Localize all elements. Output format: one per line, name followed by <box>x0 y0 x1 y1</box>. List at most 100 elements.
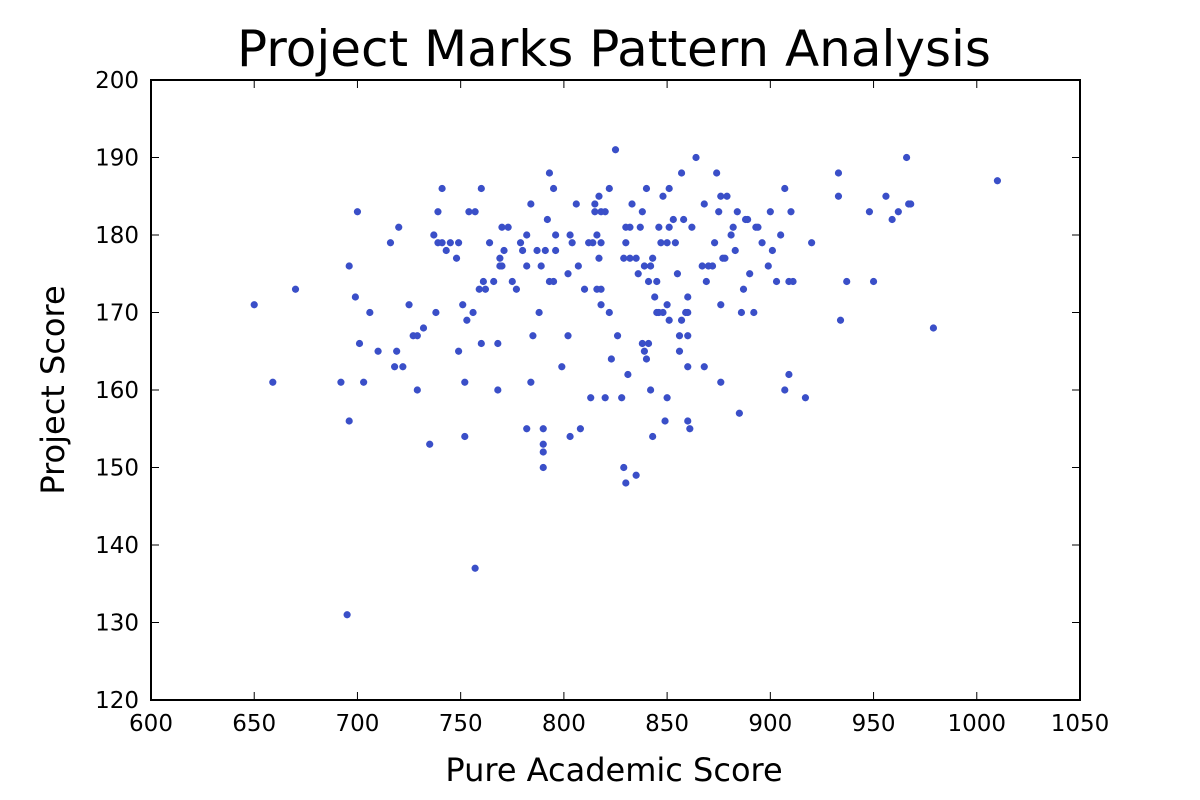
data-point <box>516 239 525 247</box>
data-point <box>661 417 669 425</box>
data-point <box>644 277 653 286</box>
data-point <box>907 200 915 208</box>
x-tick-label: 900 <box>748 711 792 737</box>
y-tick-label: 190 <box>95 146 139 172</box>
y-tick-label: 150 <box>95 456 139 482</box>
x-tick-label: 1050 <box>1051 711 1110 737</box>
data-point <box>552 246 560 255</box>
data-point <box>764 262 772 270</box>
data-point <box>455 347 463 355</box>
data-point <box>843 277 851 286</box>
data-point <box>727 231 735 239</box>
data-point <box>508 277 516 286</box>
data-point <box>715 208 723 216</box>
y-tick-label: 120 <box>95 688 139 714</box>
data-point <box>343 611 351 619</box>
data-point <box>566 432 574 441</box>
data-point <box>675 347 684 355</box>
data-point <box>651 293 659 301</box>
data-point <box>632 471 640 479</box>
data-point <box>595 192 603 200</box>
data-point <box>519 246 527 255</box>
data-point <box>785 370 793 379</box>
x-tick-label: 700 <box>335 711 379 737</box>
data-point <box>572 200 580 208</box>
data-point <box>545 169 554 177</box>
data-point <box>463 316 471 324</box>
data-point <box>710 239 719 247</box>
data-point <box>688 223 696 231</box>
data-point <box>723 192 731 200</box>
data-point <box>605 184 613 193</box>
data-point <box>669 215 677 224</box>
y-tick-label: 200 <box>95 68 139 94</box>
data-point <box>405 301 413 309</box>
data-point <box>663 394 671 402</box>
data-point <box>739 285 748 293</box>
data-points <box>250 146 1002 619</box>
data-point <box>593 231 601 239</box>
data-point <box>882 192 890 200</box>
x-axis-label: Pure Academic Score <box>445 751 782 789</box>
data-point <box>865 208 874 216</box>
data-point <box>469 308 477 317</box>
data-point <box>455 239 463 247</box>
data-point <box>993 177 1002 185</box>
data-point <box>744 215 752 224</box>
data-point <box>684 363 692 371</box>
data-point <box>836 316 845 324</box>
data-point <box>291 285 300 293</box>
data-point <box>636 223 644 231</box>
data-point <box>644 339 653 348</box>
data-point <box>607 355 615 363</box>
data-point <box>498 223 506 231</box>
data-point <box>675 332 684 340</box>
data-point <box>438 184 446 193</box>
y-tick-label: 130 <box>95 611 139 637</box>
data-point <box>523 231 531 239</box>
data-point <box>628 200 636 208</box>
data-point <box>632 254 640 262</box>
data-point <box>665 184 673 193</box>
y-tick-label: 170 <box>95 301 139 327</box>
data-point <box>684 308 692 317</box>
x-tick-label: 1000 <box>948 711 1007 737</box>
data-point <box>360 378 368 386</box>
data-point <box>665 223 673 231</box>
data-point <box>591 200 599 208</box>
data-point <box>708 262 717 270</box>
data-point <box>494 339 502 348</box>
data-point <box>649 254 657 262</box>
data-point <box>605 308 613 317</box>
data-point <box>589 239 597 247</box>
data-point <box>735 409 743 417</box>
data-point <box>684 332 692 340</box>
x-tick-label: 650 <box>232 711 276 737</box>
data-point <box>638 339 646 348</box>
data-point <box>597 285 605 293</box>
data-point <box>477 184 485 193</box>
data-point <box>620 254 628 262</box>
data-point <box>717 301 725 309</box>
data-point <box>535 308 543 317</box>
data-point <box>663 301 671 309</box>
data-point <box>504 223 512 231</box>
data-point <box>671 239 679 247</box>
data-point <box>541 246 549 255</box>
data-point <box>442 246 450 255</box>
data-point <box>655 223 663 231</box>
data-point <box>624 370 632 379</box>
data-point <box>601 208 609 216</box>
data-point <box>269 378 277 386</box>
data-point <box>529 332 537 340</box>
data-point <box>772 277 781 286</box>
data-point <box>490 277 498 286</box>
data-point <box>684 293 692 301</box>
data-point <box>659 308 667 317</box>
data-point <box>430 231 438 239</box>
data-point <box>477 339 485 348</box>
y-tick-label: 180 <box>95 223 139 249</box>
data-point <box>869 277 878 286</box>
data-point <box>475 285 483 293</box>
data-point <box>642 355 651 363</box>
